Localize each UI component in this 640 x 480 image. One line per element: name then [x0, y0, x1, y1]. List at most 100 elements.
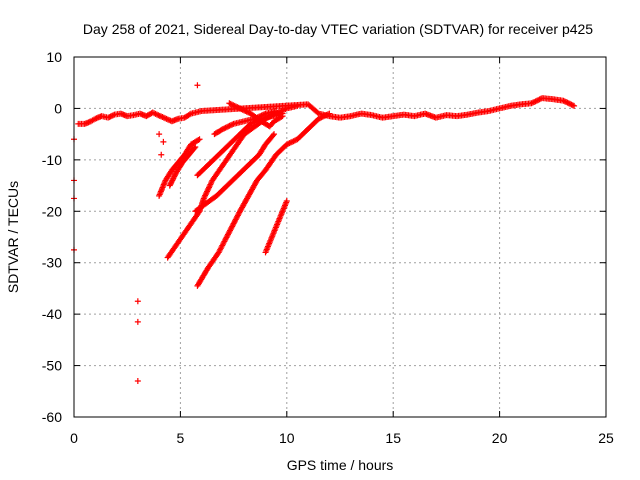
x-tick-label: 25 — [598, 430, 614, 446]
data-point — [282, 106, 289, 113]
data-point — [205, 185, 212, 192]
y-tick-label: -10 — [42, 152, 62, 168]
data-point — [232, 103, 239, 110]
data-point — [219, 126, 226, 132]
y-tick-label: -20 — [42, 203, 62, 219]
data-point — [229, 101, 236, 108]
data-point — [238, 106, 245, 113]
data-point — [236, 105, 243, 112]
data-point — [243, 108, 250, 115]
data-point — [533, 97, 540, 104]
data-point — [208, 180, 215, 187]
data-point — [204, 187, 211, 194]
data-point — [156, 131, 163, 138]
data-point — [159, 114, 166, 121]
data-point — [289, 138, 296, 145]
data-point — [536, 96, 543, 103]
data-point — [227, 122, 234, 129]
data-point — [528, 100, 535, 107]
y-axis-label: SDTVAR / TECUs — [5, 181, 21, 293]
data-point — [283, 198, 290, 204]
data-point — [571, 102, 578, 109]
y-tick-label: 0 — [54, 100, 62, 116]
data-point — [231, 102, 238, 109]
data-point — [134, 318, 141, 325]
data-point — [567, 100, 574, 107]
data-point — [279, 113, 286, 120]
data-point — [283, 141, 290, 148]
y-tick-label: -40 — [42, 306, 62, 322]
data-point — [326, 110, 333, 117]
data-point — [321, 113, 328, 120]
x-tick-label: 0 — [70, 430, 78, 446]
data-point — [186, 111, 193, 118]
data-point — [322, 112, 329, 119]
data-point — [271, 131, 278, 138]
data-point — [164, 116, 171, 123]
data-point — [259, 111, 266, 118]
data-point — [314, 109, 321, 116]
y-tick-label: -50 — [42, 358, 62, 374]
data-point — [325, 111, 332, 118]
data-point — [568, 101, 575, 108]
data-point — [134, 378, 141, 384]
data-point — [201, 194, 208, 201]
chart-title: Day 258 of 2021, Sidereal Day-to-day VTE… — [83, 21, 593, 37]
data-point — [315, 115, 322, 122]
data-point — [158, 151, 165, 158]
data-point — [207, 181, 214, 188]
data-point — [278, 113, 285, 120]
data-point — [156, 112, 163, 119]
data-point — [258, 112, 265, 119]
data-point — [229, 121, 236, 128]
data-point — [226, 100, 233, 107]
data-point — [196, 136, 203, 143]
data-points — [71, 82, 578, 384]
data-point — [192, 144, 199, 150]
data-point — [206, 182, 213, 189]
data-point — [319, 113, 326, 120]
y-tick-label: 10 — [46, 49, 62, 65]
data-point — [163, 115, 170, 122]
data-point — [195, 137, 202, 144]
data-point — [273, 108, 280, 114]
data-point — [200, 195, 207, 202]
data-point — [206, 184, 213, 191]
data-point — [286, 140, 293, 147]
data-point — [160, 138, 167, 145]
data-point — [230, 102, 237, 109]
data-point — [563, 99, 570, 105]
data-point — [317, 115, 324, 122]
data-point — [204, 188, 211, 195]
x-tick-label: 15 — [385, 430, 401, 446]
data-point — [221, 125, 228, 132]
data-point — [564, 99, 571, 106]
data-point — [561, 98, 568, 105]
data-point — [223, 124, 230, 131]
data-point — [529, 99, 536, 106]
data-point — [202, 192, 209, 199]
data-point — [244, 109, 251, 116]
data-point — [235, 104, 242, 111]
data-point — [110, 112, 117, 119]
x-axis-label: GPS time / hours — [287, 457, 394, 473]
data-point — [239, 106, 246, 113]
data-point — [203, 189, 210, 196]
x-tick-label: 10 — [279, 430, 295, 446]
y-tick-label: -30 — [42, 255, 62, 271]
data-point — [285, 140, 292, 147]
data-point — [565, 100, 572, 107]
data-point — [162, 115, 169, 122]
data-point — [158, 113, 165, 120]
data-point — [290, 138, 297, 145]
data-point — [191, 145, 198, 152]
data-point — [240, 107, 247, 114]
data-point — [535, 97, 542, 104]
data-point — [227, 100, 234, 107]
data-point — [194, 82, 201, 89]
data-point — [560, 97, 567, 104]
data-point — [226, 122, 233, 129]
data-point — [569, 102, 576, 109]
data-point — [294, 102, 301, 109]
